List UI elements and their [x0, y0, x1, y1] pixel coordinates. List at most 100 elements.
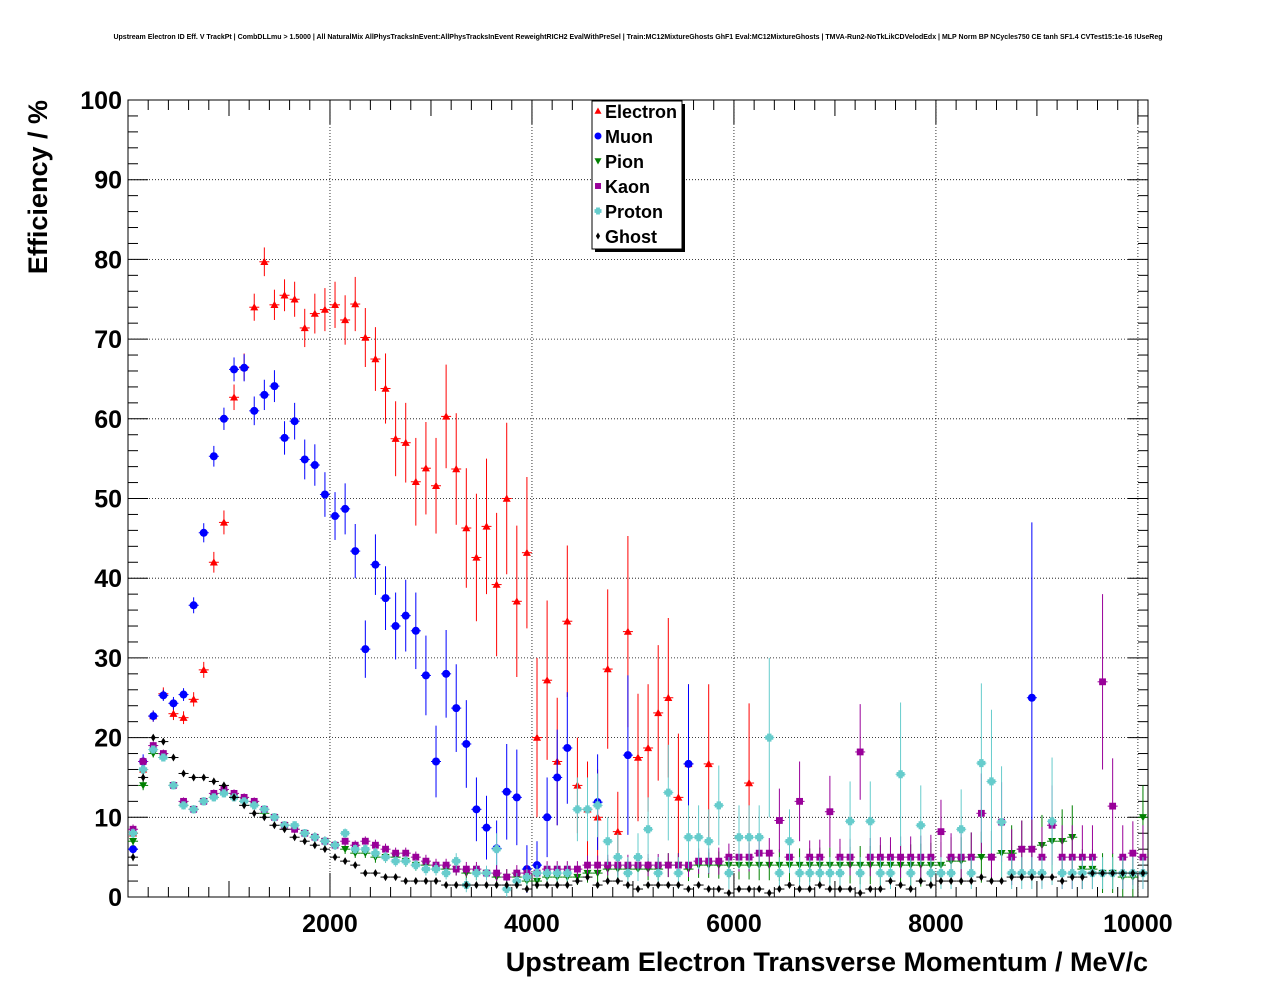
- data-point: [370, 869, 380, 877]
- marker: [664, 789, 672, 797]
- data-point: [906, 885, 916, 893]
- data-point: [471, 777, 481, 841]
- marker: [472, 805, 480, 813]
- data-point: [744, 885, 754, 893]
- marker: [129, 845, 137, 853]
- marker: [361, 645, 369, 653]
- data-point: [583, 873, 593, 881]
- data-point: [461, 700, 471, 788]
- data-point: [1057, 877, 1067, 885]
- marker: [434, 877, 439, 885]
- y-tick-label: 100: [80, 87, 122, 115]
- marker: [767, 889, 772, 897]
- marker: [777, 885, 782, 893]
- marker: [210, 452, 218, 460]
- marker: [1050, 873, 1055, 881]
- data-point: [885, 877, 895, 885]
- legend-entry-kaon: Kaon: [605, 177, 650, 197]
- data-point: [138, 781, 148, 791]
- marker: [917, 821, 925, 829]
- marker: [866, 817, 874, 825]
- marker: [371, 561, 379, 569]
- marker: [796, 798, 803, 805]
- data-point: [936, 877, 946, 885]
- data-point: [280, 279, 290, 311]
- y-tick-label: 0: [108, 884, 122, 912]
- marker: [785, 837, 793, 845]
- marker: [979, 873, 984, 881]
- marker: [412, 854, 419, 861]
- data-point: [189, 597, 199, 613]
- data-point: [209, 552, 219, 573]
- data-point: [572, 777, 582, 841]
- y-tick-label: 60: [94, 406, 122, 434]
- marker: [555, 881, 560, 889]
- data-point: [320, 836, 330, 846]
- x-tick-label: 6000: [706, 910, 762, 938]
- data-point: [330, 282, 340, 328]
- marker: [949, 877, 954, 885]
- data-point: [451, 881, 461, 889]
- marker: [614, 853, 622, 861]
- data-point: [502, 423, 512, 574]
- marker: [1028, 694, 1036, 702]
- marker: [351, 547, 359, 555]
- marker: [927, 869, 935, 877]
- data-point: [148, 734, 158, 742]
- marker: [745, 833, 753, 841]
- data-point: [431, 726, 441, 798]
- data-point: [441, 881, 451, 889]
- marker: [977, 759, 985, 767]
- data-point: [401, 403, 411, 483]
- data-point: [219, 781, 229, 789]
- marker: [665, 862, 672, 869]
- marker: [403, 877, 408, 885]
- data-point: [593, 881, 603, 889]
- data-point: [653, 881, 663, 889]
- marker: [161, 738, 166, 746]
- marker: [483, 824, 491, 832]
- data-point: [552, 865, 562, 881]
- data-point: [774, 789, 784, 853]
- data-point: [482, 796, 492, 860]
- marker: [503, 788, 511, 796]
- data-point: [492, 833, 502, 865]
- marker: [181, 769, 186, 777]
- x-tick-label: 8000: [908, 910, 964, 938]
- data-point: [603, 589, 613, 748]
- data-point: [532, 658, 542, 817]
- marker: [715, 801, 723, 809]
- data-point: [754, 885, 764, 893]
- marker: [422, 671, 430, 679]
- data-point: [300, 440, 310, 480]
- data-point: [502, 744, 512, 840]
- data-point: [542, 865, 552, 881]
- marker: [796, 869, 804, 877]
- marker: [545, 881, 550, 889]
- data-point: [865, 885, 875, 893]
- marker: [755, 833, 763, 841]
- data-point: [158, 690, 168, 701]
- marker: [402, 612, 410, 620]
- marker: [674, 869, 682, 877]
- marker: [311, 461, 319, 469]
- marker: [646, 881, 651, 889]
- marker: [634, 853, 642, 861]
- marker: [725, 869, 733, 877]
- data-point: [290, 282, 300, 317]
- marker: [624, 751, 632, 759]
- marker: [766, 850, 773, 857]
- data-point: [1047, 873, 1057, 881]
- data-point: [552, 730, 562, 826]
- data-point: [148, 746, 158, 754]
- x-axis-label: Upstream Electron Transverse Momentum / …: [506, 947, 1148, 977]
- marker: [918, 877, 923, 885]
- data-point: [976, 683, 986, 842]
- marker: [201, 773, 206, 781]
- data-point: [461, 881, 471, 889]
- marker: [565, 881, 570, 889]
- marker: [626, 881, 631, 889]
- data-point: [643, 684, 653, 812]
- data-point: [320, 288, 330, 331]
- data-point: [784, 881, 794, 889]
